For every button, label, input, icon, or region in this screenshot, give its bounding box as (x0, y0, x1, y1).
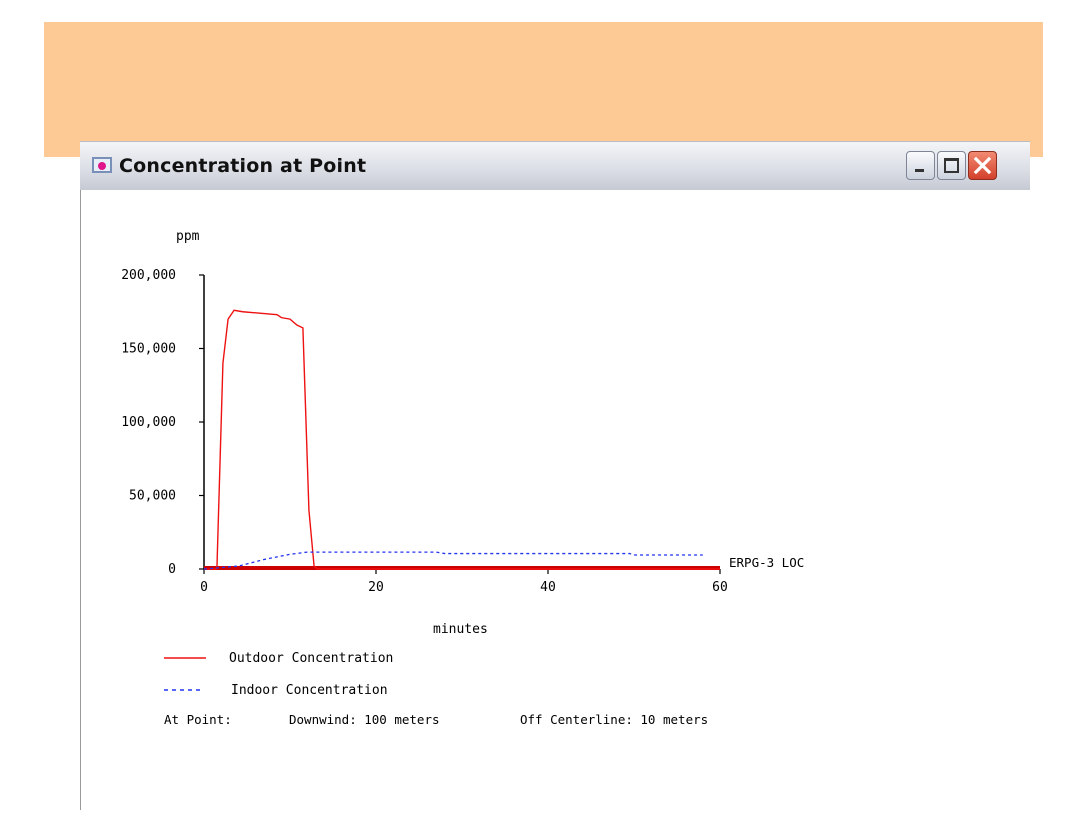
app-icon (92, 157, 112, 173)
x-tick-label: 20 (368, 580, 384, 595)
close-button[interactable] (968, 151, 997, 180)
legend-indoor-label: Indoor Concentration (231, 683, 388, 698)
x-tick-label: 40 (540, 580, 556, 595)
x-axis-label: minutes (433, 622, 488, 637)
indoor-concentration-line (203, 551, 703, 570)
y-axis-label: ppm (176, 229, 200, 244)
footer-off-centerline: Off Centerline: 10 meters (520, 712, 708, 727)
close-icon (973, 156, 992, 175)
header-banner (44, 22, 1043, 157)
legend-outdoor-label: Outdoor Concentration (229, 651, 393, 666)
maximize-icon (944, 158, 959, 173)
concentration-chart: ppm 0 50,000 100,000 150,000 200,000 0 20 40 60… (121, 229, 804, 727)
chart-area: ppm 0 50,000 100,000 150,000 200,000 0 20 40 60… (80, 190, 1030, 810)
y-tick-label: 200,000 (121, 268, 176, 283)
footer-at-point: At Point: (164, 712, 232, 727)
y-tick-label: 0 (168, 562, 176, 577)
footer-downwind: Downwind: 100 meters (289, 712, 440, 727)
x-tick-label: 60 (712, 580, 728, 595)
maximize-button[interactable] (937, 151, 966, 180)
minimize-button[interactable] (906, 151, 935, 180)
window-left-border (80, 190, 81, 810)
window-titlebar[interactable]: Concentration at Point (80, 141, 1030, 190)
erpg3-loc-label: ERPG-3 LOC (729, 555, 804, 570)
outdoor-concentration-line (204, 309, 720, 570)
y-tick-label: 100,000 (121, 415, 176, 430)
y-tick-label: 50,000 (129, 489, 176, 504)
y-tick-label: 150,000 (121, 342, 176, 357)
minimize-icon (915, 169, 924, 172)
window-title: Concentration at Point (119, 155, 367, 177)
concentration-window: Concentration at Point ppm 0 50,000 100,00… (80, 141, 1030, 810)
x-tick-label: 0 (200, 580, 208, 595)
